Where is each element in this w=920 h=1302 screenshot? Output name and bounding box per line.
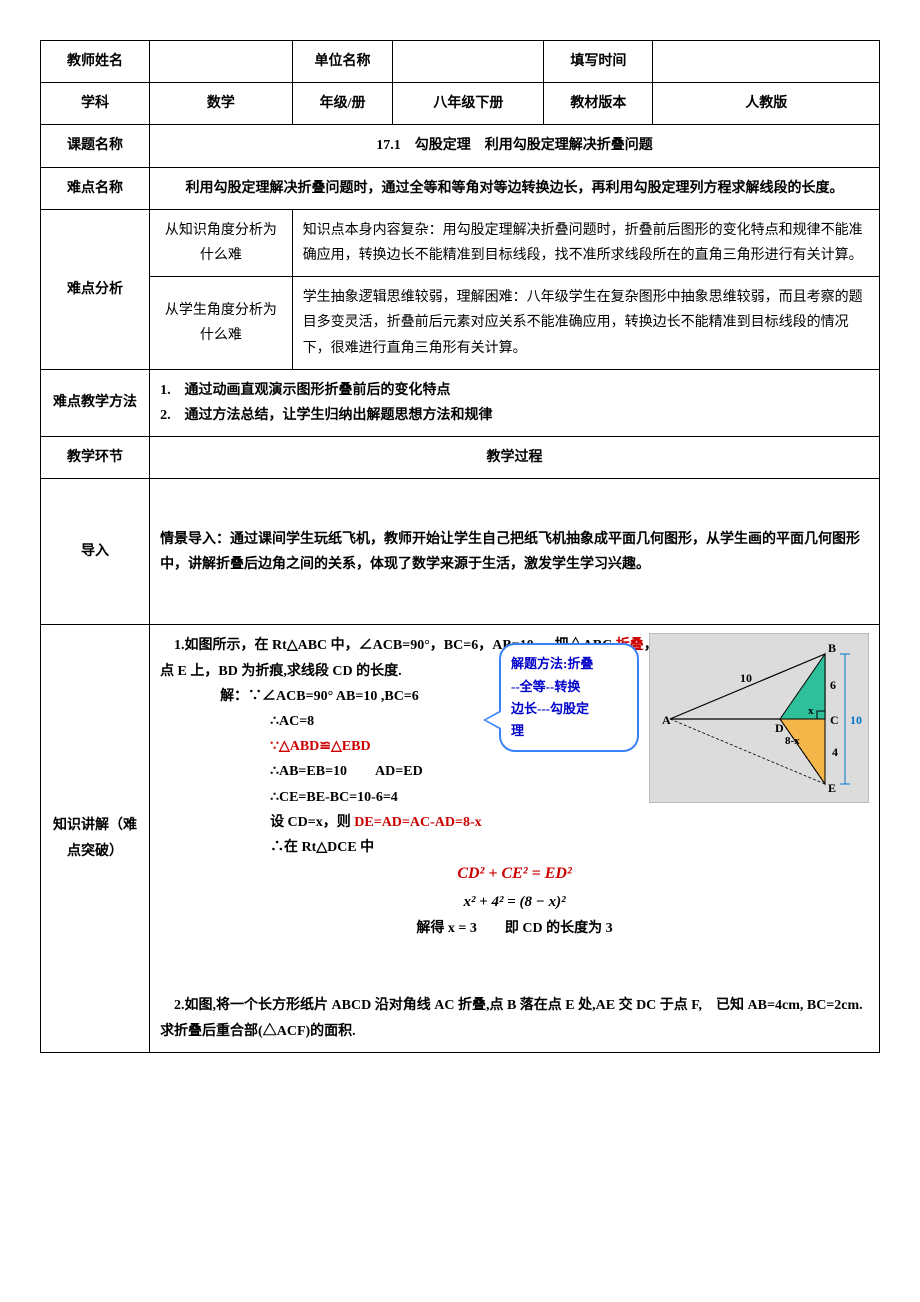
- label-explain: 知识讲解（难点突破）: [41, 625, 150, 1052]
- callout-l2: --全等--转换: [511, 676, 627, 698]
- label-analysis-student: 从学生角度分析为什么难: [150, 277, 293, 370]
- spacer: [160, 983, 869, 993]
- lesson-plan-table: 教师姓名 单位名称 填写时间 学科 数学 年级/册 八年级下册 教材版本 人教版…: [40, 40, 880, 1053]
- label-intro: 导入: [41, 479, 150, 625]
- label-textbook-ver: 教材版本: [544, 83, 653, 125]
- diagram-svg: A B C D E 10 10 6 x 4 8-x: [650, 634, 870, 804]
- method-item-1: 1. 通过动画直观演示图形折叠前后的变化特点: [160, 378, 869, 403]
- lbl-6: 6: [830, 678, 836, 692]
- row-subject: 学科 数学 年级/册 八年级下册 教材版本 人教版: [41, 83, 880, 125]
- label-lesson-title: 课题名称: [41, 125, 150, 167]
- label-stage: 教学环节: [41, 437, 150, 479]
- p1-eq3: 解得 x = 3 即 CD 的长度为 3: [160, 916, 869, 941]
- callout-l1: 解题方法:折叠: [511, 653, 627, 675]
- row-process-header: 教学环节 教学过程: [41, 437, 880, 479]
- text-analysis-knowledge: 知识点本身内容复杂：用勾股定理解决折叠问题时，折叠前后图形的变化特点和规律不能准…: [292, 209, 879, 276]
- label-analysis: 难点分析: [41, 209, 150, 369]
- text-analysis-student: 学生抽象逻辑思维较弱，理解困难：八年级学生在复杂图形中抽象思维较弱，而且考察的题…: [292, 277, 879, 370]
- row-analysis-student: 从学生角度分析为什么难 学生抽象逻辑思维较弱，理解困难：八年级学生在复杂图形中抽…: [41, 277, 880, 370]
- problem-1: 1.如图所示，在 Rt△ABC 中，∠ACB=90°，BC=6，AB=10， 把…: [160, 633, 869, 983]
- value-grade: 八年级下册: [393, 83, 544, 125]
- lbl-10a: 10: [740, 671, 752, 685]
- text-intro: 情景导入：通过课间学生玩纸飞机，教师开始让学生自己把纸飞机抽象成平面几何图形，从…: [150, 479, 880, 625]
- label-teacher-name: 教师姓名: [41, 41, 150, 83]
- label-subject: 学科: [41, 83, 150, 125]
- lbl-10b: 10: [850, 713, 862, 727]
- row-method: 难点教学方法 1. 通过动画直观演示图形折叠前后的变化特点 2. 通过方法总结，…: [41, 369, 880, 436]
- row-lesson-title: 课题名称 17.1 勾股定理 利用勾股定理解决折叠问题: [41, 125, 880, 167]
- value-lesson-title: 17.1 勾股定理 利用勾股定理解决折叠问题: [150, 125, 880, 167]
- lbl-e: E: [828, 781, 836, 795]
- value-subject: 数学: [150, 83, 293, 125]
- value-difficulty-name: 利用勾股定理解决折叠问题时，通过全等和等角对等边转换边长，再利用勾股定理列方程求…: [150, 167, 880, 209]
- value-textbook-ver: 人教版: [653, 83, 880, 125]
- row-analysis-knowledge: 难点分析 从知识角度分析为什么难 知识点本身内容复杂：用勾股定理解决折叠问题时，…: [41, 209, 880, 276]
- row-difficulty-name: 难点名称 利用勾股定理解决折叠问题时，通过全等和等角对等边转换边长，再利用勾股定…: [41, 167, 880, 209]
- label-grade: 年级/册: [292, 83, 393, 125]
- lbl-4: 4: [832, 745, 838, 759]
- callout-l3: 边长---勾股定: [511, 698, 627, 720]
- explain-content: 1.如图所示，在 Rt△ABC 中，∠ACB=90°，BC=6，AB=10， 把…: [150, 625, 880, 1052]
- label-method: 难点教学方法: [41, 369, 150, 436]
- value-fill-time: [653, 41, 880, 83]
- p1-s7: ∴在 Rt△DCE 中: [160, 835, 869, 860]
- lbl-x: x: [808, 705, 814, 717]
- problem-2-text: 2.如图,将一个长方形纸片 ABCD 沿对角线 AC 折叠,点 B 落在点 E …: [160, 993, 869, 1043]
- callout-l4: 理: [511, 720, 627, 742]
- row-explain: 知识讲解（难点突破） 1.如图所示，在 Rt△ABC 中，∠ACB=90°，BC…: [41, 625, 880, 1052]
- label-unit: 单位名称: [292, 41, 393, 83]
- text-method: 1. 通过动画直观演示图形折叠前后的变化特点 2. 通过方法总结，让学生归纳出解…: [150, 369, 880, 436]
- lbl-d: D: [775, 721, 784, 735]
- label-fill-time: 填写时间: [544, 41, 653, 83]
- row-teacher: 教师姓名 单位名称 填写时间: [41, 41, 880, 83]
- lbl-c: C: [830, 713, 839, 727]
- callout-tail-icon: [483, 710, 501, 730]
- p1-s6: 设 CD=x，则 DE=AD=AC-AD=8-x: [160, 810, 869, 835]
- lbl-8x: 8-x: [785, 735, 800, 747]
- value-unit: [393, 41, 544, 83]
- lbl-a: A: [662, 713, 671, 727]
- row-intro: 导入 情景导入：通过课间学生玩纸飞机，教师开始让学生自己把纸飞机抽象成平面几何图…: [41, 479, 880, 625]
- label-analysis-knowledge: 从知识角度分析为什么难: [150, 209, 293, 276]
- label-process: 教学过程: [150, 437, 880, 479]
- value-teacher-name: [150, 41, 293, 83]
- p1-s6a: 设 CD=x，则: [270, 815, 354, 830]
- lbl-b: B: [828, 641, 836, 655]
- method-callout: 解题方法:折叠 --全等--转换 边长---勾股定 理: [499, 643, 639, 751]
- p1-eq1: CD² + CE² = ED²: [160, 860, 869, 889]
- p1-s6b: DE=AD=AC-AD=8-x: [354, 815, 481, 830]
- p1-eq2: x² + 4² = (8 − x)²: [160, 889, 869, 916]
- method-item-2: 2. 通过方法总结，让学生归纳出解题思想方法和规律: [160, 403, 869, 428]
- triangle-diagram: A B C D E 10 10 6 x 4 8-x: [649, 633, 869, 803]
- label-difficulty-name: 难点名称: [41, 167, 150, 209]
